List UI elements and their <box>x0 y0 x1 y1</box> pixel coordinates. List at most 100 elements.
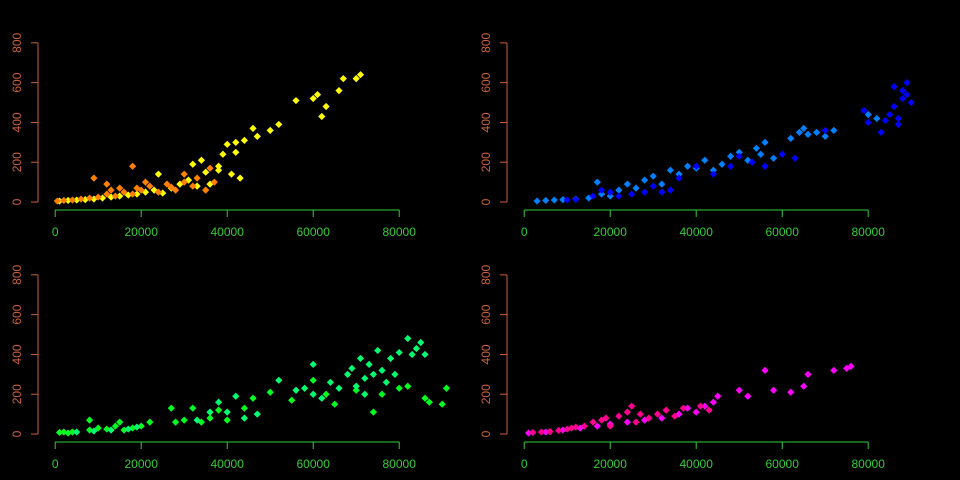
point <box>215 406 223 414</box>
point <box>193 182 201 190</box>
point <box>309 376 317 384</box>
point <box>701 402 709 410</box>
x-tick-label: 80000 <box>383 225 417 239</box>
x-tick-label: 20000 <box>125 457 159 471</box>
x-tick-label: 0 <box>521 225 528 239</box>
point <box>684 162 692 170</box>
point <box>352 75 360 83</box>
point <box>94 424 102 432</box>
point <box>266 388 274 396</box>
point <box>615 186 623 194</box>
point <box>524 429 533 437</box>
y-tick-label: 200 <box>479 384 493 404</box>
point <box>53 197 61 205</box>
y-tick-label: 600 <box>479 72 493 92</box>
point <box>240 404 248 412</box>
point <box>318 394 326 402</box>
point <box>555 426 563 435</box>
point <box>417 338 425 347</box>
point <box>580 422 588 430</box>
point <box>847 362 855 370</box>
point <box>675 170 683 178</box>
point <box>632 184 640 192</box>
point <box>602 414 610 422</box>
point <box>167 404 175 412</box>
point <box>641 188 649 196</box>
point <box>129 190 137 198</box>
point <box>598 190 606 198</box>
point <box>240 136 248 144</box>
y-tick-label: 400 <box>10 344 24 364</box>
point <box>339 75 347 83</box>
point <box>68 428 76 436</box>
point <box>154 170 162 178</box>
point <box>124 425 132 433</box>
y-tick-label: 800 <box>479 265 493 285</box>
point <box>361 374 369 382</box>
point <box>382 378 390 386</box>
y-tick-label: 200 <box>479 152 493 172</box>
x-tick-label: 40000 <box>211 225 245 239</box>
point <box>356 354 365 363</box>
point <box>589 418 597 426</box>
point <box>666 166 674 174</box>
x-tick-label: 40000 <box>211 457 245 471</box>
point <box>395 348 403 357</box>
x-tick-label: 40000 <box>680 225 714 239</box>
point <box>404 382 412 390</box>
point <box>744 156 752 164</box>
point <box>154 188 162 196</box>
x-tick-label: 60000 <box>766 457 800 471</box>
x-tick-label: 0 <box>521 457 528 471</box>
y-tick-label: 400 <box>479 344 493 364</box>
point <box>107 426 115 434</box>
x-tick-label: 0 <box>52 225 59 239</box>
point <box>374 346 382 355</box>
point <box>378 366 386 374</box>
point <box>322 390 330 398</box>
point <box>318 112 326 121</box>
point <box>899 87 907 95</box>
point <box>133 423 141 431</box>
point <box>395 384 403 392</box>
point <box>598 416 606 424</box>
point <box>387 354 395 363</box>
point <box>714 392 722 400</box>
point <box>193 416 201 424</box>
point <box>593 178 601 186</box>
point <box>352 386 360 394</box>
point <box>658 180 666 188</box>
point <box>761 366 769 374</box>
point <box>886 110 894 119</box>
point <box>709 170 717 178</box>
point <box>133 190 141 198</box>
point <box>615 192 623 200</box>
y-tick-label: 800 <box>10 33 24 53</box>
point <box>391 370 399 378</box>
point <box>404 334 412 343</box>
point <box>572 423 580 431</box>
point <box>365 360 373 368</box>
point <box>537 428 545 436</box>
point <box>653 410 662 418</box>
point <box>748 158 756 166</box>
point <box>890 83 898 91</box>
point <box>787 388 795 396</box>
point <box>60 196 68 205</box>
point <box>68 196 76 204</box>
point <box>369 408 377 416</box>
point <box>249 394 257 402</box>
point <box>180 416 188 424</box>
point <box>369 370 377 378</box>
point <box>804 370 812 378</box>
point <box>206 414 214 422</box>
point <box>189 182 197 190</box>
x-tick-label: 80000 <box>852 225 886 239</box>
point <box>718 160 726 168</box>
x-tick-label: 80000 <box>852 457 886 471</box>
point <box>223 140 231 148</box>
point <box>907 98 915 107</box>
point <box>146 182 154 190</box>
